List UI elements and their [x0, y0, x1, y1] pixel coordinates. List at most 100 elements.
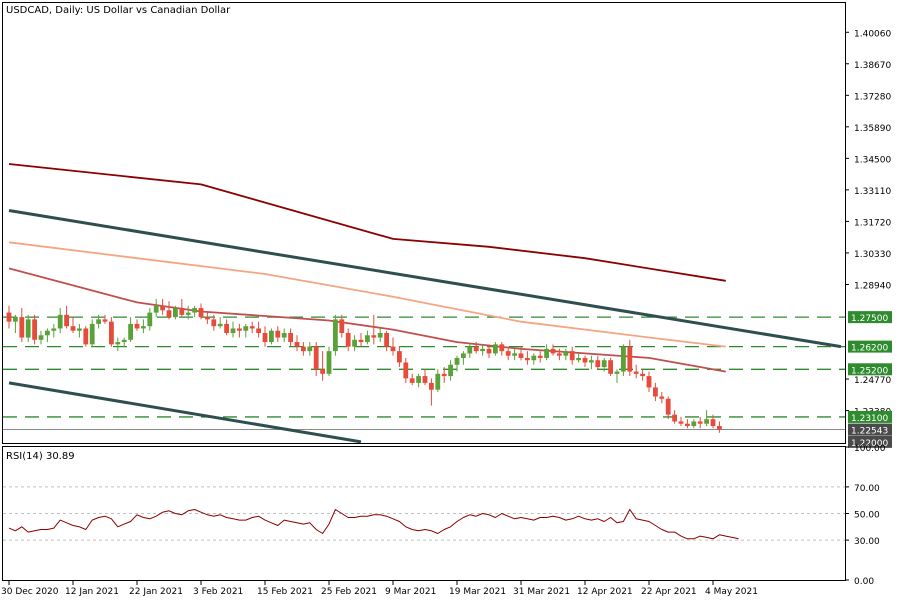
candle-body: [601, 360, 607, 368]
price-tick-label: 1.37280: [854, 92, 891, 102]
candle: [256, 321, 261, 338]
candle: [281, 328, 287, 343]
price-tick-label: 1.35890: [854, 124, 891, 134]
candle-body: [569, 351, 575, 361]
candle: [441, 367, 447, 383]
candle: [166, 301, 172, 320]
candle-body: [115, 342, 121, 345]
candle-body: [185, 312, 191, 315]
candle-body: [371, 335, 377, 338]
candle: [294, 335, 300, 352]
candle-body: [192, 308, 197, 313]
level-tag: [848, 363, 892, 376]
candle-body: [6, 312, 12, 322]
candle: [326, 346, 332, 377]
price-tick-label: 1.38670: [854, 61, 891, 71]
candle: [109, 317, 114, 347]
candle-body: [294, 342, 300, 347]
candle: [301, 342, 306, 356]
candle-body: [217, 323, 223, 327]
candle-body: [435, 373, 441, 390]
candle-body: [109, 321, 114, 345]
ma-long-line: [8, 163, 726, 282]
candle-body: [512, 353, 517, 356]
price-tick-label: 1.40060: [854, 29, 891, 39]
time-tick-label: 15 Feb 2021: [257, 587, 313, 597]
time-tick-label: 9 Mar 2021: [385, 587, 436, 597]
time-tick-label: 31 Mar 2021: [513, 587, 570, 597]
candle-body: [697, 421, 703, 424]
candle: [32, 314, 37, 345]
candle-body: [45, 330, 50, 336]
candle: [192, 305, 197, 318]
rsi-tick-label: 70.00: [854, 484, 880, 494]
channel-lower-line: [8, 381, 362, 443]
candle-body: [467, 346, 473, 354]
last-price-tag: [848, 423, 892, 436]
candle-body: [589, 360, 594, 363]
candle-body: [269, 330, 274, 343]
candle: [96, 314, 101, 329]
candle-body: [717, 425, 722, 430]
candle: [179, 298, 185, 318]
candle-body: [211, 319, 217, 327]
candle: [288, 328, 293, 347]
candle: [262, 326, 268, 347]
candle: [89, 319, 95, 347]
pane-clip-group: [3, 163, 845, 443]
candle: [365, 330, 370, 345]
candle-body: [537, 355, 543, 358]
candle-body: [486, 348, 492, 354]
candle: [384, 330, 389, 352]
candle: [249, 321, 255, 333]
candle-body: [409, 378, 415, 383]
candle-body: [288, 333, 293, 343]
candle: [13, 314, 18, 333]
candle: [320, 351, 325, 381]
candle: [576, 353, 581, 363]
candle: [64, 305, 69, 329]
level-tag-label: 1.27500: [851, 314, 888, 324]
candle-body: [102, 319, 108, 322]
price-tick-label: 1.28940: [854, 281, 891, 291]
candle-body: [659, 396, 665, 399]
candle: [665, 396, 671, 420]
candle-body: [64, 314, 69, 327]
candle-body: [493, 344, 498, 354]
candle-body: [384, 333, 389, 347]
candle-body: [665, 398, 671, 415]
candle-body: [147, 312, 153, 327]
candle-body: [365, 335, 370, 343]
candle: [646, 371, 652, 392]
candle-body: [281, 333, 287, 338]
candle: [134, 319, 140, 331]
candle-body: [416, 376, 421, 383]
candle: [454, 355, 460, 372]
rsi-tick-label: 0.00: [854, 577, 874, 587]
candle: [345, 328, 351, 352]
candle: [582, 355, 588, 368]
candle: [467, 344, 473, 358]
candle: [653, 382, 658, 402]
candle: [678, 416, 684, 426]
candle-body: [653, 387, 658, 397]
candle-body: [32, 319, 37, 340]
candle: [416, 373, 421, 388]
candlestick-series: [6, 298, 722, 433]
last-price-tag-label: 1.22543: [851, 427, 888, 437]
candle-body: [403, 362, 409, 379]
candle-body: [121, 339, 127, 343]
level-tag-label: 1.23100: [851, 414, 888, 424]
candle: [38, 330, 44, 345]
candle-body: [89, 323, 95, 345]
channel-upper-line: [8, 209, 842, 349]
price-tick-label: 1.34500: [854, 155, 891, 165]
candle-body: [339, 319, 345, 333]
time-tick-label: 22 Apr 2021: [641, 587, 697, 597]
lower-bound-tag-label: 1.22000: [851, 439, 888, 449]
candle-body: [51, 328, 57, 331]
candle-body: [173, 308, 178, 318]
candle: [704, 410, 709, 426]
candle: [486, 344, 492, 358]
candle: [550, 344, 556, 356]
